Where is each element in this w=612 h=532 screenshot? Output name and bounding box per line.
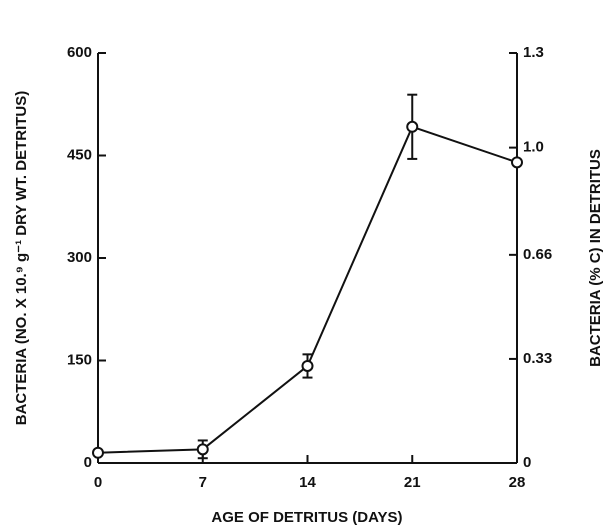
data-point bbox=[511, 156, 523, 169]
data-point bbox=[406, 120, 419, 133]
y-tick-label: 0 bbox=[84, 454, 92, 471]
y2-tick-label: 1.3 bbox=[523, 44, 544, 61]
x-tick-label: 0 bbox=[94, 474, 102, 491]
data-line bbox=[97, 125, 518, 454]
data-point bbox=[301, 359, 314, 372]
data-point bbox=[92, 446, 104, 459]
x-tick-label: 28 bbox=[509, 474, 526, 491]
y-tick-label: 600 bbox=[67, 44, 92, 61]
y2-tick-label: 0.66 bbox=[523, 246, 552, 263]
y2-axis-label: BACTERIA (% C) IN DETRITUS bbox=[587, 149, 604, 367]
y2-tick-label: 0 bbox=[523, 454, 531, 471]
data-point bbox=[196, 443, 209, 456]
y-axis-label: BACTERIA (NO. X 10.⁹ g⁻¹ DRY WT. DETRITU… bbox=[13, 91, 30, 426]
y2-tick-label: 0.33 bbox=[523, 350, 552, 367]
y-tick-label: 300 bbox=[67, 249, 92, 266]
x-tick-label: 14 bbox=[299, 474, 316, 491]
y-tick-label: 450 bbox=[67, 146, 92, 163]
y-tick-label: 150 bbox=[67, 351, 92, 368]
x-tick-label: 21 bbox=[404, 474, 421, 491]
x-tick-label: 7 bbox=[199, 474, 207, 491]
y2-tick-label: 1.0 bbox=[523, 139, 544, 156]
x-axis-label: AGE OF DETRITUS (DAYS) bbox=[211, 509, 402, 526]
